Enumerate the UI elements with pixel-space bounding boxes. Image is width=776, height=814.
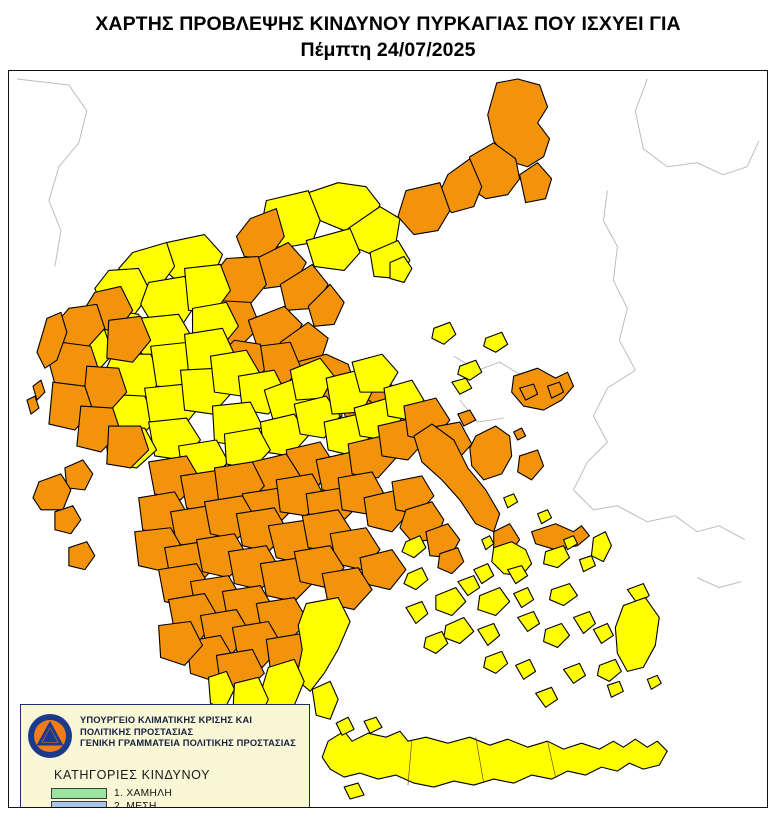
ministry-name-block: ΥΠΟΥΡΓΕΙΟ ΚΛΙΜΑΤΙΚΗΣ ΚΡΙΣΗΣ ΚΑΙ ΠΟΛΙΤΙΚΗ… [80,712,296,750]
legend-row-low: 1. ΧΑΜΗΛΗ [21,787,309,800]
swatch-medium [51,800,107,807]
legend-label-low: 1. ΧΑΜΗΛΗ [114,787,173,799]
region-crete [321,716,668,800]
ministry-line-2: ΠΟΛΙΤΙΚΗΣ ΠΡΟΣΤΑΣΙΑΣ [80,726,194,737]
greece-map-svg: .y{fill:#ffff00;stroke:#000;stroke-width… [16,78,760,800]
page-title: ΧΑΡΤΗΣ ΠΡΟΒΛΕΨΗΣ ΚΙΝΔΥΝΟΥ ΠΥΡΚΑΓΙΑΣ ΠΟΥ … [0,0,776,63]
small-islets [481,493,662,698]
ministry-line-3: ΓΕΝΙΚΗ ΓΡΑΜΜΑΤΕΙΑ ΠΟΛΙΤΙΚΗΣ ΠΡΟΣΤΑΣΙΑΣ [80,738,297,749]
civil-protection-emblem-icon [28,714,72,758]
region-west-macedonia-epirus [48,234,341,483]
legend-panel: ΥΠΟΥΡΓΕΙΟ ΚΛΙΜΑΤΙΚΗΣ ΚΡΙΣΗΣ ΚΑΙ ΠΟΛΙΤΙΚΗ… [20,704,310,808]
region-sporades-cyclades [401,321,660,708]
legend-row-medium: 2. ΜΕΣΗ [21,800,309,808]
neighbor-country-outlines [16,78,760,589]
region-ionian-islands [26,311,96,571]
legend-header: ΥΠΟΥΡΓΕΙΟ ΚΛΙΜΑΤΙΚΗΣ ΚΡΙΣΗΣ ΚΑΙ ΠΟΛΙΤΙΚΗ… [21,705,309,761]
fire-risk-map: .y{fill:#ffff00;stroke:#000;stroke-width… [8,70,768,808]
ministry-line-1: ΥΠΟΥΡΓΕΙΟ ΚΛΙΜΑΤΙΚΗΣ ΚΡΙΣΗΣ ΚΑΙ [80,715,253,725]
legend-label-medium: 2. ΜΕΣΗ [114,800,157,808]
swatch-low [51,787,107,799]
legend-title: ΚΑΤΗΓΟΡΙΕΣ ΚΙΝΔΥΝΟΥ [54,768,211,782]
title-line-date: Πέμπτη 24/07/2025 [300,39,476,61]
title-line-primary: ΧΑΡΤΗΣ ΠΡΟΒΛΕΨΗΣ ΚΙΝΔΥΝΟΥ ΠΥΡΚΑΓΙΑΣ ΠΟΥ … [95,13,681,35]
region-east-aegean-islands [457,367,591,551]
